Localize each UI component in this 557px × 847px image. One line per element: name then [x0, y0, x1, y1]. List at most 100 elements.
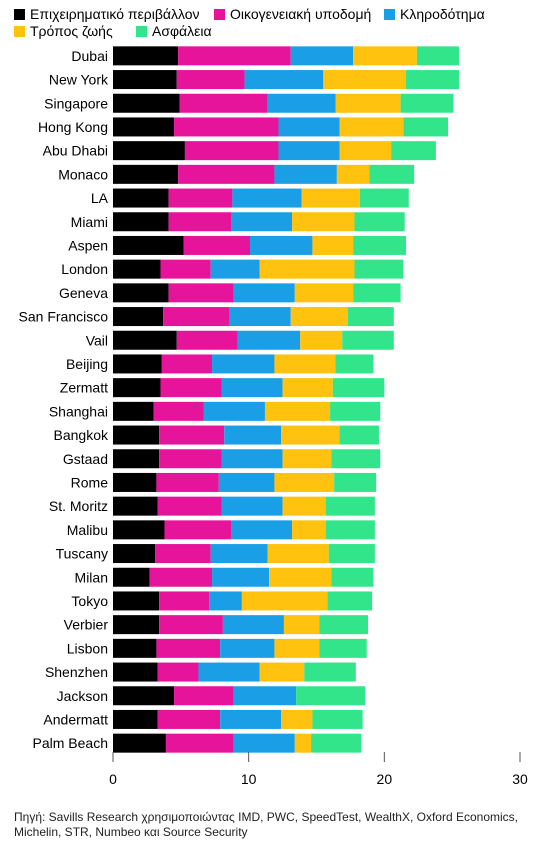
category-label: Milan [75, 569, 108, 585]
bar-segment [178, 164, 275, 184]
bar-segment [283, 615, 320, 635]
bar-segment [339, 425, 379, 445]
bar-segment [212, 567, 270, 587]
bar-segment [332, 378, 385, 398]
bar-segment [159, 425, 225, 445]
bar-segment [168, 188, 233, 208]
bar-segment [259, 259, 355, 279]
bar-segment [179, 93, 268, 113]
legend-swatch [214, 8, 225, 20]
category-label: Zermatt [60, 380, 108, 396]
bar-segment [281, 425, 340, 445]
bar-segment [113, 307, 164, 327]
category-label: Malibu [67, 522, 108, 538]
category-label: Bangkok [54, 427, 109, 443]
bar-segment [400, 93, 454, 113]
category-label: St. Moritz [49, 498, 108, 514]
category-label: Rome [71, 474, 109, 490]
bar-segment [156, 472, 219, 492]
category-label: San Francisco [19, 309, 109, 325]
source-note: Πηγή: Savills Research χρησιμοποιώντας I… [14, 810, 518, 839]
bar-segment [113, 662, 158, 682]
bar-segment [359, 188, 409, 208]
bar-segment [403, 117, 449, 137]
bar-segment [184, 141, 279, 161]
category-label: Hong Kong [38, 119, 108, 135]
bar-segment [157, 496, 222, 516]
bar-segment [220, 638, 275, 658]
bar-segment [312, 235, 354, 255]
bar-segment [156, 638, 221, 658]
bar-segment [113, 93, 180, 113]
category-label: London [61, 261, 108, 277]
bar-segment [113, 544, 156, 564]
bar-segment [296, 686, 366, 706]
bar-segment [232, 188, 302, 208]
bar-segment [241, 591, 328, 611]
bar-segment [160, 259, 211, 279]
bar-segment [325, 520, 375, 540]
legend-item-legacy: Κληροδότημα [384, 6, 485, 22]
bar-segment [369, 164, 415, 184]
bar-segment [233, 733, 295, 753]
bar-segment [176, 330, 238, 350]
bar-segment [278, 141, 340, 161]
category-label: Jackson [57, 688, 108, 704]
bar-segment [113, 164, 179, 184]
bar-segment [221, 378, 283, 398]
bar-segment [328, 544, 375, 564]
category-label: LA [91, 190, 109, 206]
bar-segment [113, 686, 175, 706]
bar-segment [267, 544, 329, 564]
bar-segment [335, 93, 401, 113]
bar-segment [153, 401, 204, 421]
bar-segment [113, 70, 177, 90]
x-tick-label: 30 [512, 771, 528, 787]
category-label: Singapore [44, 95, 108, 111]
bar-segment [113, 259, 161, 279]
bar-segment [174, 117, 279, 137]
bar-segment [221, 449, 283, 469]
bar-segment [159, 449, 222, 469]
category-label: Andermatt [43, 711, 108, 727]
bar-segment [282, 449, 332, 469]
bar-segment [163, 307, 230, 327]
bar-segment [224, 425, 282, 445]
bar-segment [113, 709, 158, 729]
bar-segment [159, 615, 223, 635]
bar-segment [259, 662, 305, 682]
bar-segment [209, 591, 242, 611]
bar-segment [294, 283, 354, 303]
bar-segment [304, 662, 356, 682]
category-label: Verbier [64, 617, 109, 633]
bar-segment [353, 46, 417, 66]
x-tick-label: 0 [109, 771, 117, 787]
bar-segment [174, 686, 234, 706]
bar-segment [311, 733, 362, 753]
bar-segment [113, 46, 179, 66]
bar-segment [250, 235, 313, 255]
bar-segment [281, 709, 313, 729]
bar-segment [274, 354, 336, 374]
bar-segment [331, 567, 374, 587]
bar-segment [168, 283, 234, 303]
bar-segment [294, 733, 312, 753]
bar-segment [168, 212, 232, 232]
bar-segment [274, 472, 335, 492]
bar-segment [113, 141, 185, 161]
bar-segment [210, 544, 268, 564]
bar-segment [229, 307, 291, 327]
category-label: Tokyo [71, 593, 108, 609]
bar-segment [339, 141, 392, 161]
bar-segment [113, 638, 157, 658]
bar-segment [330, 401, 381, 421]
bar-segment [353, 283, 401, 303]
bar-segment [274, 164, 337, 184]
bar-segment [233, 283, 295, 303]
bar-segment [231, 212, 293, 232]
bar-segment [113, 733, 166, 753]
bar-segment [323, 70, 407, 90]
legend-item-family: Οικογενειακή υποδομή [214, 6, 371, 22]
category-label: Aspen [68, 237, 108, 253]
bar-segment [278, 117, 340, 137]
